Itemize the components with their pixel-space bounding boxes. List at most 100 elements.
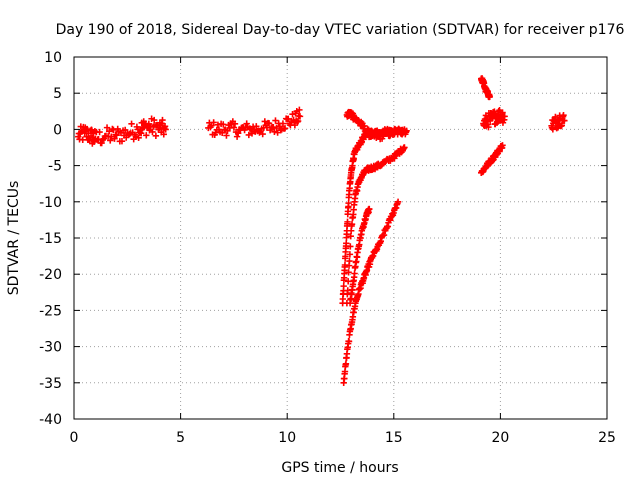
data-point <box>99 136 106 144</box>
y-tick-label: 5 <box>53 86 62 102</box>
y-tick-label: -20 <box>39 267 62 283</box>
x-tick-label: 15 <box>385 430 403 446</box>
data-point <box>560 111 567 119</box>
grid <box>74 57 607 419</box>
data-point <box>110 126 117 134</box>
data-point <box>231 120 239 128</box>
data-point <box>161 123 169 130</box>
y-tick-label: -10 <box>39 195 62 211</box>
y-tick-label: -25 <box>39 303 62 319</box>
data-point <box>159 116 166 124</box>
data-point <box>349 110 357 117</box>
data-point <box>356 285 363 293</box>
y-tick-label: -40 <box>39 412 62 428</box>
data-point <box>345 269 352 276</box>
data-point <box>223 132 230 139</box>
data-point <box>208 122 215 129</box>
x-tick-label: 0 <box>70 430 79 446</box>
data-point <box>394 200 401 207</box>
data-point <box>224 127 231 135</box>
data-point <box>400 144 408 151</box>
x-tick-label: 25 <box>598 430 616 446</box>
data-point <box>345 338 353 345</box>
series-arc-8 <box>478 75 493 101</box>
data-point <box>345 194 353 201</box>
data-point <box>98 139 105 147</box>
series-arc-10 <box>478 142 506 177</box>
y-tick-label: -5 <box>48 159 62 175</box>
data-point <box>343 240 350 247</box>
data-point <box>91 137 98 144</box>
series-arc-9 <box>480 107 508 131</box>
data-point <box>118 137 126 145</box>
data-point <box>343 354 350 361</box>
data-point <box>499 109 506 116</box>
series-arc-5 <box>343 144 408 307</box>
data-point <box>552 113 559 121</box>
data-point <box>272 117 279 124</box>
data-point <box>152 132 160 140</box>
data-point <box>133 123 141 131</box>
data-point <box>486 92 493 99</box>
data-point <box>365 205 373 213</box>
y-axis-label: SDTVAR / TECUs <box>6 181 22 296</box>
data-point <box>358 231 365 238</box>
data-point <box>495 107 502 115</box>
series-arc-4 <box>339 125 408 307</box>
data-point <box>343 230 350 238</box>
y-tick-label: -35 <box>39 376 62 392</box>
data-point <box>346 257 353 265</box>
data-point <box>351 195 359 202</box>
data-point <box>270 123 277 131</box>
data-point <box>245 131 253 139</box>
data-point <box>342 360 350 367</box>
y-tick-label: -15 <box>39 231 62 247</box>
series-arc-1 <box>75 115 169 147</box>
series-arc-11 <box>548 111 568 133</box>
data-point <box>121 126 129 134</box>
chart-title: Day 190 of 2018, Sidereal Day-to-day VTE… <box>56 22 625 38</box>
data-point <box>558 122 566 129</box>
data-point <box>485 123 492 131</box>
data-point <box>386 132 393 140</box>
series-arc-3 <box>343 108 410 143</box>
data-point <box>107 137 114 144</box>
data-point <box>360 275 367 283</box>
data-point <box>210 119 217 126</box>
data-point <box>351 303 359 310</box>
ticks: 0 5 10 15 20 25 10 5 0 -5 -10 -15 -20 -25 -30 -35 -40 <box>39 50 616 446</box>
data-point <box>150 116 158 124</box>
data-point <box>345 199 352 207</box>
data-point <box>347 325 354 332</box>
data-point <box>291 121 299 129</box>
series-arc-6 <box>346 205 373 307</box>
x-axis-label: GPS time / hours <box>281 460 398 476</box>
series-arc-2 <box>205 106 304 140</box>
data-point <box>103 124 111 131</box>
data-point <box>353 254 361 261</box>
data-point <box>243 120 250 127</box>
x-tick-label: 5 <box>176 430 185 446</box>
data-point <box>400 128 408 135</box>
data-point <box>111 135 118 142</box>
data-point <box>295 112 302 120</box>
data-point <box>230 124 238 131</box>
data-point <box>143 132 150 139</box>
data-points <box>75 75 568 386</box>
data-point <box>501 116 508 123</box>
data-point <box>160 131 167 138</box>
data-point <box>233 133 241 140</box>
data-point <box>289 110 296 118</box>
x-tick-label: 20 <box>491 430 509 446</box>
data-point <box>348 220 356 228</box>
data-point <box>360 136 367 143</box>
data-point <box>344 218 351 226</box>
data-point <box>346 251 354 258</box>
data-point <box>296 106 303 114</box>
data-point <box>498 144 506 152</box>
data-point <box>234 130 242 137</box>
data-point <box>347 232 354 240</box>
y-tick-label: 10 <box>44 50 62 66</box>
series-arc-7 <box>340 198 402 386</box>
data-point <box>549 126 557 133</box>
